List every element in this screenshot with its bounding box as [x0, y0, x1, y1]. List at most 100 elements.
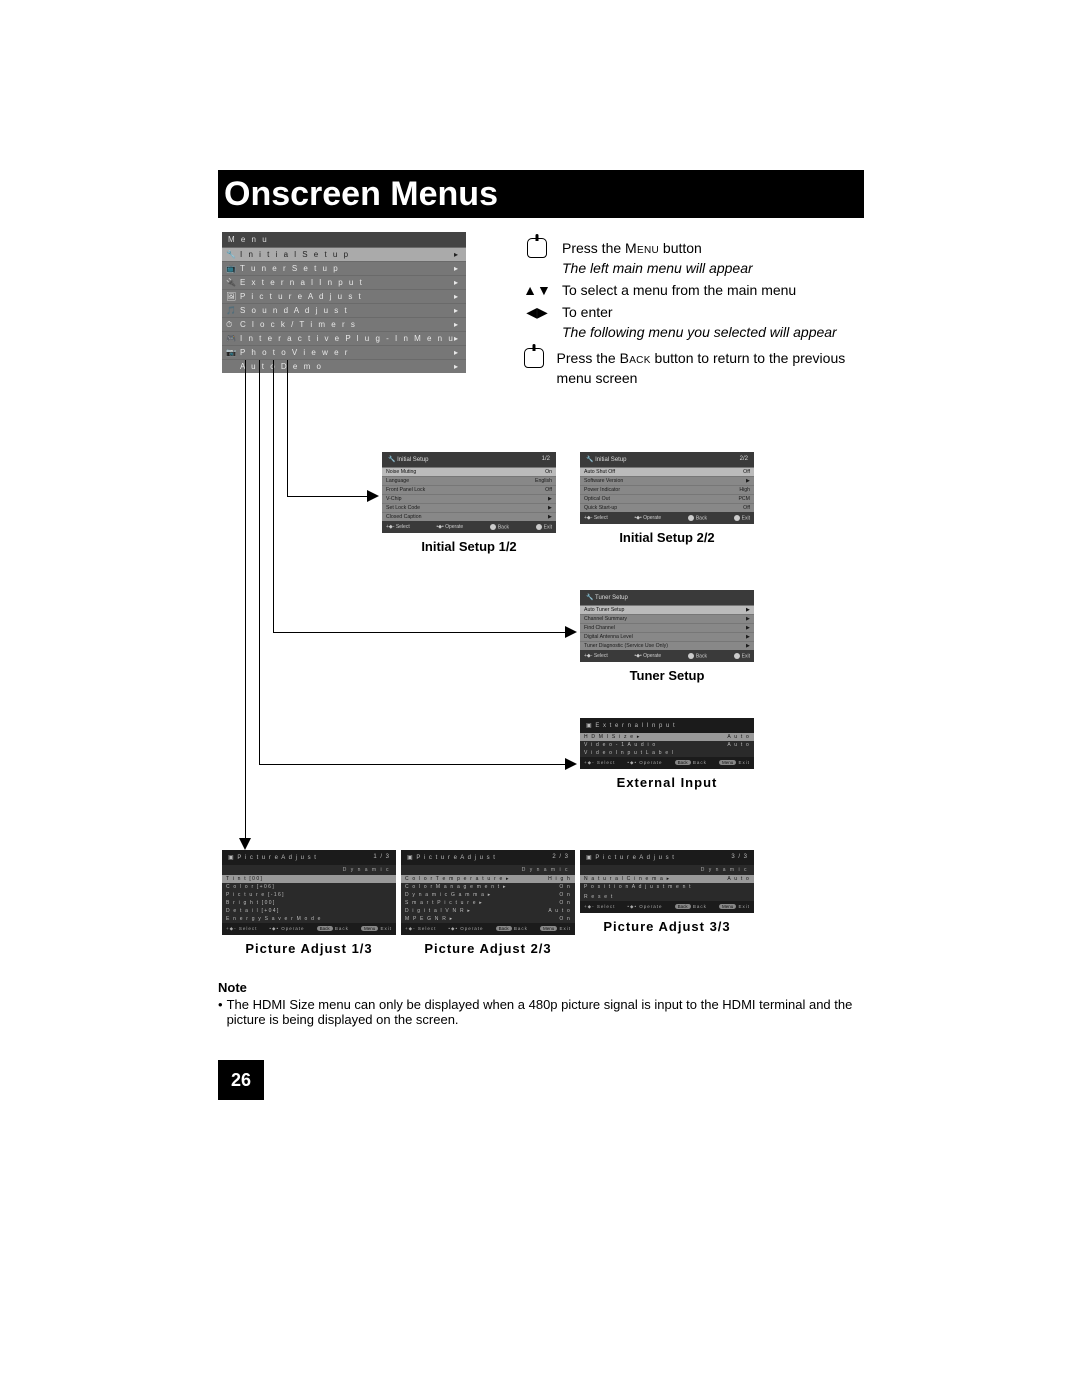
menu-row: Digital Antenna Level▶ [580, 632, 754, 641]
main-menu-item: 📺T u n e r S e t u p▸ [222, 261, 466, 275]
thumb-header: 🔧 Tuner Setup [580, 590, 754, 605]
menu-row: C o l o r T e m p e r a t u r e ▸ H i g … [401, 875, 575, 883]
instr-italic-1: The left main menu will appear [562, 258, 753, 278]
main-menu-title: M e n u [222, 232, 466, 247]
main-menu-item: 🔧I n i t i a l S e t u p▸ [222, 247, 466, 261]
arrow-right-icon [565, 758, 577, 770]
mode-label: D y n a m i c [580, 865, 754, 875]
note-text: The HDMI Size menu can only be displayed… [227, 997, 858, 1027]
thumb-header: ▣ P i c t u r e A d j u s t1 / 3 [222, 850, 396, 865]
external-input-thumb: ▣ E x t e r n a l I n p u tH D M I S i z… [580, 718, 754, 790]
instr-enter-line: To enter [562, 302, 837, 322]
connector-line [259, 764, 565, 765]
menu-row: LanguageEnglish [382, 476, 556, 485]
thumb-caption: Picture Adjust 3/3 [580, 919, 754, 934]
menu-row: Auto Shut OffOff [580, 467, 754, 476]
menu-row: E n e r g y S a v e r M o d e [222, 915, 396, 923]
menu-row: Power IndicatorHigh [580, 485, 754, 494]
thumb-header: 🔧 Initial Setup1/2 [382, 452, 556, 467]
instr-select-line: To select a menu from the main menu [562, 280, 796, 300]
arrow-down-icon [239, 838, 251, 850]
menu-row: V-Chip▶ [382, 494, 556, 503]
menu-row: Quick Start-upOff [580, 503, 754, 512]
menu-row: Closed Caption▶ [382, 512, 556, 521]
tuner-setup-thumb: 🔧 Tuner SetupAuto Tuner Setup▶Channel Su… [580, 590, 754, 683]
menu-button-label: Menu [625, 240, 659, 256]
thumb-header: 🔧 Initial Setup2/2 [580, 452, 754, 467]
menu-row: Optical OutPCM [580, 494, 754, 503]
menu-row: V i d e o - 1 A u d i o A u t o [580, 741, 754, 749]
menu-row: Tuner Diagnostic (Service Use Only)▶ [580, 641, 754, 650]
menu-row: R e s e t [580, 893, 754, 901]
initial-setup-1-thumb: 🔧 Initial Setup1/2Noise MutingOnLanguage… [382, 452, 556, 554]
menu-row: Noise MutingOn [382, 467, 556, 476]
main-menu-item: 🔌E x t e r n a l I n p u t▸ [222, 275, 466, 289]
thumb-caption: Picture Adjust 2/3 [401, 941, 575, 956]
thumb-footer: +◆- Select•◆• OperateBackExit [382, 521, 556, 533]
press-icon [524, 348, 544, 368]
picture-adjust-2-thumb: ▣ P i c t u r e A d j u s t2 / 3D y n a … [401, 850, 575, 956]
thumb-footer: +◆- Select•◆• OperateBack BackMenu Exit [580, 901, 754, 913]
thumb-footer: +◆- Select•◆• OperateBackExit [580, 512, 754, 524]
thumb-footer: +◆- Select•◆• OperateBackExit [580, 650, 754, 662]
menu-row: C o l o r [ + 0 6 ] [222, 883, 396, 891]
menu-row: N a t u r a l C i n e m a ▸ A u t o [580, 875, 754, 883]
arrow-right-icon [367, 490, 379, 502]
menu-row: B r i g h t [ 0 0 ] [222, 899, 396, 907]
press-icon [527, 238, 547, 258]
thumb-header: ▣ P i c t u r e A d j u s t3 / 3 [580, 850, 754, 865]
initial-setup-2-thumb: 🔧 Initial Setup2/2Auto Shut OffOffSoftwa… [580, 452, 754, 545]
connector-line [287, 360, 288, 496]
thumb-footer: +◆- Select•◆• OperateBack BackMenu Exit [401, 923, 575, 935]
instr-italic-2: The following menu you selected will app… [562, 322, 837, 342]
menu-row: P o s i t i o n A d j u s t m e n t [580, 883, 754, 891]
menu-row: D e t a i l [ + 0 4 ] [222, 907, 396, 915]
connector-line [259, 360, 260, 764]
menu-row: V i d e o I n p u t L a b e l [580, 749, 754, 757]
thumb-caption: External Input [580, 775, 754, 790]
picture-adjust-3-thumb: ▣ P i c t u r e A d j u s t3 / 3D y n a … [580, 850, 754, 934]
connector-line [245, 360, 246, 838]
instructions-block: Press the Menu button The left main menu… [522, 238, 862, 390]
arrow-right-icon [565, 626, 577, 638]
thumb-caption: Initial Setup 1/2 [382, 539, 556, 554]
main-menu-item: 📷P h o t o V i e w e r▸ [222, 345, 466, 359]
main-menu-item: 🎮I n t e r a c t i v e P l u g - I n M e… [222, 331, 466, 345]
back-button-label: Back [620, 350, 651, 366]
picture-adjust-1-thumb: ▣ P i c t u r e A d j u s t1 / 3D y n a … [222, 850, 396, 956]
thumb-caption: Tuner Setup [580, 668, 754, 683]
main-menu-item: ⏱C l o c k / T i m e r s▸ [222, 317, 466, 331]
up-down-arrows-icon: ▲▼ [522, 280, 552, 300]
menu-row: M P E G N R ▸ O n [401, 915, 575, 923]
note-title: Note [218, 980, 858, 995]
thumb-header: ▣ P i c t u r e A d j u s t2 / 3 [401, 850, 575, 865]
thumb-header: ▣ E x t e r n a l I n p u t [580, 718, 754, 733]
menu-row: D i g i t a l V N R ▸ A u t o [401, 907, 575, 915]
menu-row: Software Version▶ [580, 476, 754, 485]
thumb-caption: Picture Adjust 1/3 [222, 941, 396, 956]
menu-row: T i n t [ 0 0 ] [222, 875, 396, 883]
thumb-footer: +◆- Select•◆• OperateBack BackMenu Exit [580, 757, 754, 769]
main-menu-screenshot: M e n u 🔧I n i t i a l S e t u p▸📺T u n … [222, 232, 466, 373]
menu-row: Front Panel LockOff [382, 485, 556, 494]
thumb-footer: +◆- Select•◆• OperateBack BackMenu Exit [222, 923, 396, 935]
bullet: • [218, 997, 223, 1027]
thumb-caption: Initial Setup 2/2 [580, 530, 754, 545]
mode-label: D y n a m i c [401, 865, 575, 875]
menu-row: S m a r t P i c t u r e ▸ O n [401, 899, 575, 907]
note-block: Note • The HDMI Size menu can only be di… [218, 980, 858, 1027]
section-title: Onscreen Menus [218, 170, 864, 218]
menu-row: H D M I S i z e ▸ A u t o [580, 733, 754, 741]
connector-line [287, 496, 367, 497]
menu-row: D y n a m i c G a m m a ▸ O n [401, 891, 575, 899]
menu-row: C o l o r M a n a g e m e n t ▸ O n [401, 883, 575, 891]
connector-line [273, 632, 565, 633]
menu-row: Channel Summary▶ [580, 614, 754, 623]
menu-row: P i c t u r e [ - 1 6 ] [222, 891, 396, 899]
menu-row: Find Channel▶ [580, 623, 754, 632]
main-menu-item: 🖼P i c t u r e A d j u s t▸ [222, 289, 466, 303]
connector-line [273, 360, 274, 632]
mode-label: D y n a m i c [222, 865, 396, 875]
left-right-arrows-icon: ◀▶ [522, 302, 552, 342]
instr-text: Press the [562, 240, 625, 256]
